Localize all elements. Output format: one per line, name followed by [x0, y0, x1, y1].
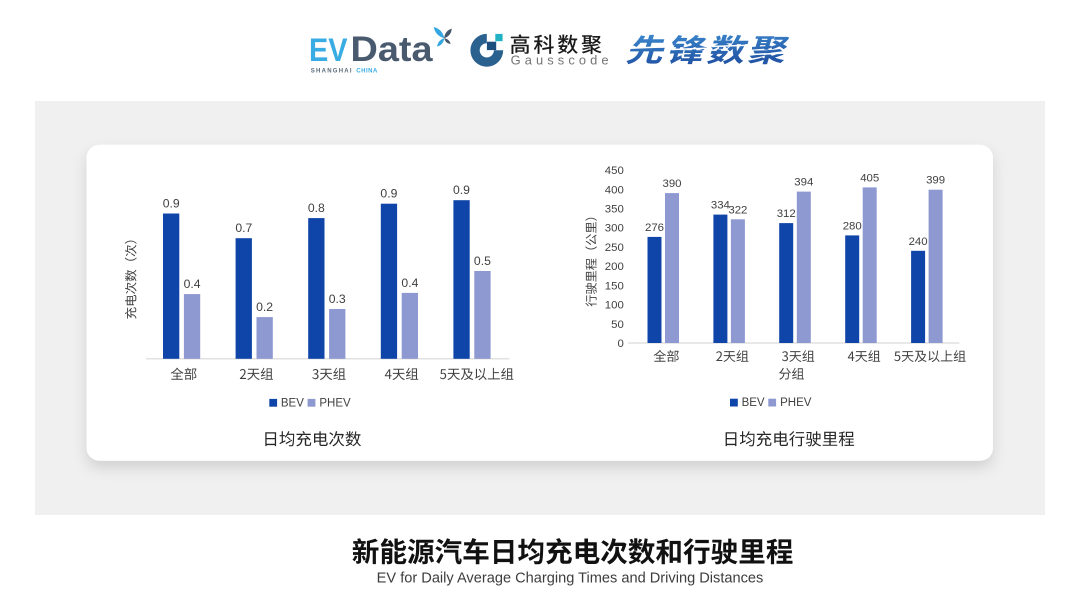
svg-text:Data: Data [351, 29, 433, 69]
svg-text:0.4: 0.4 [401, 276, 418, 290]
svg-text:SHANGHAI: SHANGHAI [311, 69, 353, 75]
svg-text:280: 280 [843, 220, 862, 232]
svg-text:BEV: BEV [281, 397, 304, 409]
svg-text:390: 390 [662, 178, 681, 190]
svg-text:405: 405 [860, 172, 879, 184]
svg-text:0.2: 0.2 [256, 300, 273, 314]
svg-text:PHEV: PHEV [319, 397, 351, 409]
svg-text:0.9: 0.9 [380, 187, 397, 201]
svg-text:100: 100 [605, 300, 624, 312]
svg-text:334: 334 [711, 200, 730, 212]
svg-text:PHEV: PHEV [780, 397, 812, 409]
svg-text:BEV: BEV [742, 397, 765, 409]
svg-text:0.9: 0.9 [453, 183, 470, 197]
svg-text:0.9: 0.9 [163, 197, 180, 211]
svg-text:322: 322 [728, 204, 747, 216]
svg-text:0: 0 [617, 338, 623, 350]
svg-text:400: 400 [605, 184, 624, 196]
svg-text:399: 399 [926, 175, 945, 187]
svg-text:EV for Daily Average Charging: EV for Daily Average Charging Times and … [377, 571, 764, 587]
svg-text:0.4: 0.4 [184, 277, 201, 291]
svg-text:EV: EV [309, 32, 348, 68]
svg-text:450: 450 [605, 165, 624, 177]
svg-text:50: 50 [611, 319, 624, 331]
svg-text:150: 150 [605, 280, 624, 292]
svg-text:312: 312 [777, 208, 796, 220]
svg-text:CHINA: CHINA [356, 69, 378, 75]
svg-text:350: 350 [605, 204, 624, 216]
svg-text:300: 300 [605, 223, 624, 235]
svg-text:0.7: 0.7 [235, 221, 252, 235]
svg-text:240: 240 [909, 236, 928, 248]
svg-text:394: 394 [794, 177, 813, 189]
svg-text:200: 200 [605, 261, 624, 273]
svg-text:250: 250 [605, 242, 624, 254]
svg-text:0.8: 0.8 [308, 201, 325, 215]
svg-text:276: 276 [645, 222, 664, 234]
svg-text:Gausscode: Gausscode [511, 53, 613, 68]
svg-text:0.5: 0.5 [474, 254, 491, 268]
svg-text:0.3: 0.3 [329, 292, 346, 306]
